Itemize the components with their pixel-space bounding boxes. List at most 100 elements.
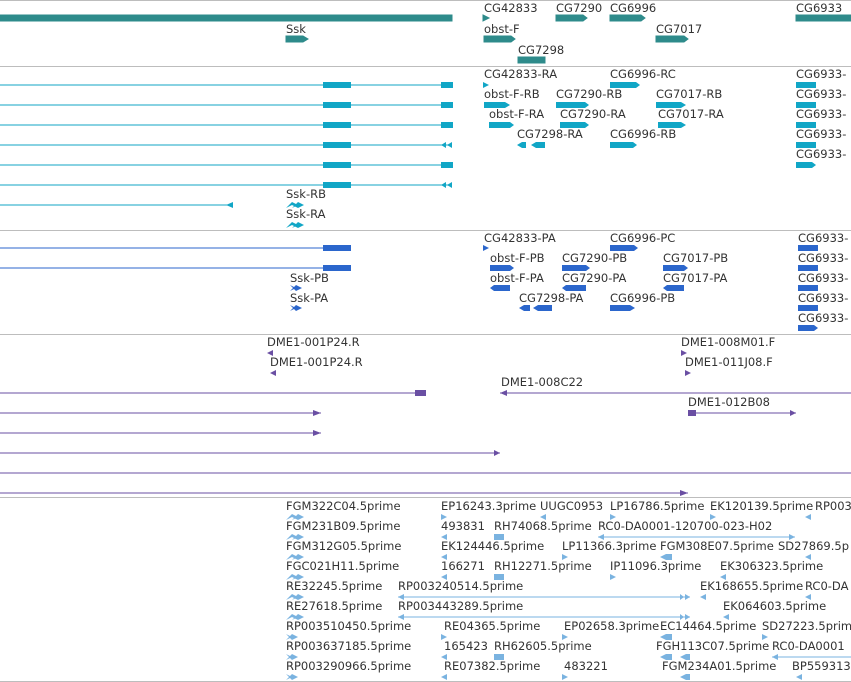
est-glyph[interactable] — [494, 654, 504, 660]
clone-glyph[interactable] — [688, 410, 796, 416]
gene-glyph[interactable] — [655, 35, 689, 43]
est-glyph[interactable] — [762, 634, 768, 640]
clone-glyph[interactable] — [0, 430, 321, 436]
transcript-glyph[interactable] — [796, 82, 816, 88]
est-glyph[interactable] — [441, 634, 447, 640]
est-glyph[interactable] — [286, 534, 304, 540]
protein-glyph[interactable] — [0, 245, 351, 251]
est-glyph[interactable] — [441, 674, 447, 680]
clone-glyph[interactable] — [0, 450, 500, 456]
clone-glyph[interactable] — [500, 390, 851, 396]
protein-glyph[interactable] — [610, 245, 638, 251]
transcript-glyph[interactable] — [489, 122, 514, 128]
transcript-glyph[interactable] — [0, 162, 453, 168]
clone-glyph[interactable] — [685, 370, 691, 376]
est-glyph[interactable] — [494, 534, 504, 540]
protein-glyph[interactable] — [562, 285, 586, 291]
est-glyph[interactable] — [680, 674, 690, 680]
est-glyph[interactable] — [610, 514, 616, 520]
transcript-glyph[interactable] — [0, 202, 233, 208]
transcript-glyph[interactable] — [796, 102, 816, 108]
protein-glyph[interactable] — [290, 285, 302, 291]
est-glyph[interactable] — [772, 654, 851, 660]
est-glyph[interactable] — [598, 534, 795, 540]
protein-glyph[interactable] — [483, 245, 489, 251]
gene-glyph[interactable] — [795, 14, 851, 22]
est-glyph[interactable] — [805, 554, 811, 560]
clone-glyph[interactable] — [267, 350, 273, 356]
protein-glyph[interactable] — [798, 265, 818, 271]
est-glyph[interactable] — [723, 614, 729, 620]
protein-glyph[interactable] — [610, 305, 635, 311]
transcript-glyph[interactable] — [517, 142, 526, 148]
protein-glyph[interactable] — [562, 265, 590, 271]
est-glyph[interactable] — [610, 574, 616, 580]
est-glyph[interactable] — [286, 594, 304, 600]
est-glyph[interactable] — [441, 574, 447, 580]
gene-glyph[interactable] — [285, 35, 309, 43]
transcript-glyph[interactable] — [286, 222, 304, 228]
est-glyph[interactable] — [441, 654, 447, 660]
protein-glyph[interactable] — [490, 265, 514, 271]
protein-glyph[interactable] — [798, 325, 818, 331]
est-glyph[interactable] — [441, 534, 447, 540]
est-glyph[interactable] — [398, 614, 690, 620]
est-glyph[interactable] — [286, 654, 298, 660]
gene-glyph[interactable] — [482, 14, 491, 22]
transcript-glyph[interactable] — [0, 102, 453, 108]
est-glyph[interactable] — [441, 554, 447, 560]
protein-glyph[interactable] — [290, 305, 302, 311]
est-glyph[interactable] — [494, 574, 504, 580]
protein-glyph[interactable] — [798, 245, 818, 251]
est-glyph[interactable] — [398, 594, 690, 600]
est-glyph[interactable] — [540, 514, 546, 520]
protein-glyph[interactable] — [533, 305, 552, 311]
transcript-glyph[interactable] — [531, 142, 545, 148]
est-glyph[interactable] — [562, 674, 568, 680]
gene-glyph[interactable] — [609, 14, 646, 22]
transcript-glyph[interactable] — [0, 122, 453, 128]
transcript-glyph[interactable] — [796, 142, 816, 148]
protein-glyph[interactable] — [798, 285, 818, 291]
est-glyph[interactable] — [286, 574, 304, 580]
protein-glyph[interactable] — [798, 305, 818, 311]
est-glyph[interactable] — [286, 514, 304, 520]
est-glyph[interactable] — [680, 654, 690, 660]
transcript-glyph[interactable] — [610, 142, 637, 148]
transcript-glyph[interactable] — [658, 122, 686, 128]
transcript-glyph[interactable] — [484, 102, 510, 108]
transcript-glyph[interactable] — [610, 82, 640, 88]
gene-glyph[interactable] — [483, 35, 516, 43]
transcript-glyph[interactable] — [0, 182, 452, 188]
transcript-glyph[interactable] — [0, 142, 452, 148]
protein-glyph[interactable] — [0, 265, 351, 271]
est-glyph[interactable] — [660, 654, 672, 660]
transcript-glyph[interactable] — [796, 162, 816, 168]
transcript-glyph[interactable] — [656, 102, 686, 108]
est-glyph[interactable] — [805, 594, 811, 600]
gene-glyph[interactable] — [555, 14, 588, 22]
est-glyph[interactable] — [660, 554, 672, 560]
est-glyph[interactable] — [805, 514, 811, 520]
protein-glyph[interactable] — [663, 265, 688, 271]
est-glyph[interactable] — [286, 554, 304, 560]
est-glyph[interactable] — [710, 514, 716, 520]
transcript-glyph[interactable] — [796, 122, 816, 128]
est-glyph[interactable] — [700, 594, 706, 600]
clone-glyph[interactable] — [0, 410, 321, 416]
est-glyph[interactable] — [441, 514, 447, 520]
clone-glyph[interactable] — [0, 390, 426, 396]
gene-glyph[interactable] — [517, 56, 546, 64]
transcript-glyph[interactable] — [286, 202, 304, 208]
clone-glyph[interactable] — [681, 350, 687, 356]
protein-glyph[interactable] — [490, 285, 510, 291]
est-glyph[interactable] — [286, 674, 298, 680]
est-glyph[interactable] — [286, 634, 298, 640]
transcript-glyph[interactable] — [560, 122, 589, 128]
est-glyph[interactable] — [562, 554, 568, 560]
protein-glyph[interactable] — [519, 305, 530, 311]
est-glyph[interactable] — [720, 574, 726, 580]
protein-glyph[interactable] — [663, 285, 684, 291]
clone-glyph[interactable] — [270, 370, 276, 376]
